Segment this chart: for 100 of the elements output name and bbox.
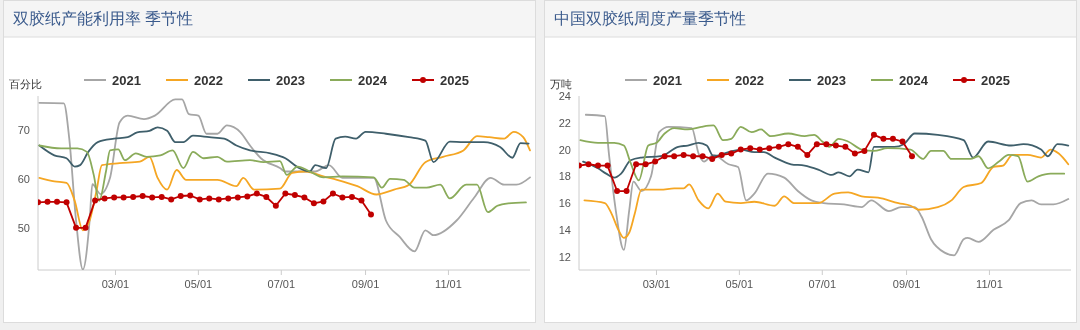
point (889, 135, 896, 142)
legend-label: 2023 (276, 72, 305, 88)
y-tick-label: 60 (17, 173, 30, 186)
point (899, 138, 906, 145)
point (851, 150, 858, 157)
y-tick-label: 18 (558, 170, 571, 183)
x-tick-label: 09/01 (351, 278, 380, 290)
x-tick-label: 11/01 (976, 278, 1003, 290)
point (63, 199, 70, 206)
point (671, 153, 678, 160)
x-tick-label: 03/01 (642, 278, 671, 290)
y-axis-title: 万吨 (550, 78, 572, 90)
y-tick-label: 50 (17, 222, 30, 235)
point (813, 141, 820, 148)
point (149, 194, 156, 201)
point (775, 143, 782, 150)
point (766, 145, 773, 152)
point (614, 188, 621, 195)
y-tick-label: 12 (558, 250, 571, 263)
y-tick-label: 14 (558, 223, 571, 236)
point (196, 196, 203, 203)
line-series (579, 124, 1066, 183)
point (595, 162, 602, 169)
point (253, 190, 260, 197)
point (737, 146, 744, 153)
point (623, 188, 630, 195)
y-tick-label: 20 (558, 143, 571, 156)
point (177, 192, 184, 199)
y-tick-label: 24 (558, 90, 571, 102)
point (832, 142, 839, 149)
line-series (583, 148, 1070, 239)
point (329, 190, 336, 197)
point (339, 194, 346, 201)
y-tick-label: 16 (558, 197, 571, 210)
point (301, 194, 308, 201)
point (234, 194, 241, 201)
line-series (584, 113, 1070, 257)
point (358, 197, 365, 204)
legend-label: 2022 (735, 72, 764, 88)
point (282, 190, 289, 197)
point (880, 135, 887, 142)
point (73, 224, 80, 231)
point (225, 195, 232, 202)
y-tick-label: 22 (558, 116, 571, 129)
point (690, 153, 697, 160)
point (642, 161, 649, 168)
point (718, 151, 725, 158)
point (158, 193, 165, 200)
point (82, 224, 89, 231)
point (585, 161, 592, 168)
point (823, 141, 830, 148)
point (272, 202, 279, 209)
point (54, 198, 61, 205)
line-series (38, 130, 531, 232)
y-axis-title: 百分比 (9, 78, 42, 90)
x-tick-label: 07/01 (267, 278, 296, 290)
point (367, 211, 374, 218)
point (794, 143, 801, 150)
point (263, 193, 270, 200)
point (842, 143, 849, 150)
line-series (38, 98, 531, 270)
legend-label: 2023 (817, 72, 846, 88)
point (187, 192, 194, 199)
point (861, 147, 868, 154)
point (244, 193, 251, 200)
point (870, 131, 877, 138)
point (633, 161, 640, 168)
legend-label: 2021 (653, 72, 682, 88)
line-series (38, 126, 530, 173)
legend-label: 2025 (440, 72, 469, 88)
point (92, 197, 99, 204)
point (604, 162, 611, 169)
point (756, 146, 763, 153)
point (44, 198, 51, 205)
x-tick-label: 05/01 (725, 278, 754, 290)
point (908, 153, 915, 160)
x-tick-label: 03/01 (101, 278, 130, 290)
chart-title: 双胶纸产能利用率 季节性 (13, 10, 194, 27)
y-tick-label: 70 (17, 124, 30, 137)
point (680, 151, 687, 158)
point (206, 195, 213, 202)
point (320, 198, 327, 205)
legend-label: 2025 (981, 72, 1010, 88)
point (215, 196, 222, 203)
point (785, 141, 792, 148)
chart-title: 中国双胶纸周度产量季节性 (554, 10, 746, 27)
point (111, 194, 118, 201)
legend-label: 2024 (358, 72, 388, 88)
point (804, 151, 811, 158)
line-series (38, 144, 527, 214)
point (661, 153, 668, 160)
point (310, 200, 317, 207)
point (168, 196, 175, 203)
point (699, 153, 706, 160)
x-tick-label: 11/01 (435, 278, 462, 290)
point (291, 192, 298, 199)
legend-label: 2024 (899, 72, 929, 88)
point (747, 145, 754, 152)
point (120, 194, 127, 201)
x-tick-label: 09/01 (892, 278, 921, 290)
